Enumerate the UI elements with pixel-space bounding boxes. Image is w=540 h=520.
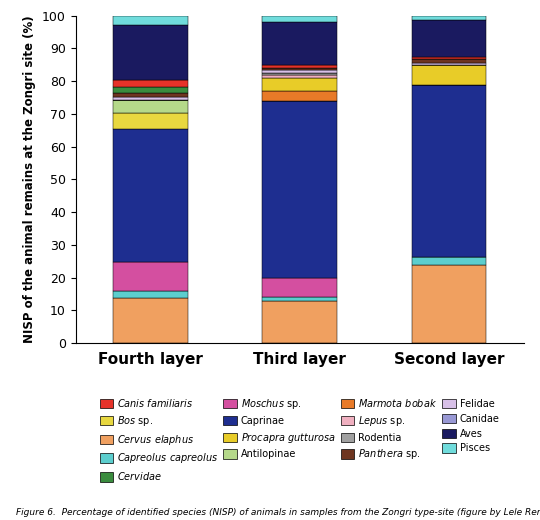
Text: Figure 6.  Percentage of identified species (NISP) of animals in samples from th: Figure 6. Percentage of identified speci… xyxy=(16,509,540,517)
Bar xyxy=(262,64,337,68)
Bar xyxy=(262,91,337,101)
Legend: $\it{Canis\ familiaris}$, $\it{Bos}$ sp., $\it{Cervus\ elaphus}$, $\it{Capreolus: $\it{Canis\ familiaris}$, $\it{Bos}$ sp.… xyxy=(97,394,503,485)
Bar xyxy=(411,63,487,64)
Bar xyxy=(113,16,188,25)
Bar xyxy=(262,278,337,297)
Bar xyxy=(113,113,188,129)
Bar xyxy=(113,97,188,100)
Bar xyxy=(411,64,487,85)
Bar xyxy=(411,85,487,257)
Bar xyxy=(113,25,188,81)
Bar xyxy=(113,262,188,291)
Bar xyxy=(262,101,337,278)
Bar xyxy=(262,78,337,91)
Bar xyxy=(113,87,188,94)
Bar xyxy=(411,57,487,59)
Bar xyxy=(113,298,188,343)
Bar xyxy=(113,94,188,97)
Bar xyxy=(411,59,487,63)
Bar xyxy=(113,129,188,262)
Bar xyxy=(113,81,188,87)
Bar xyxy=(262,301,337,343)
Bar xyxy=(113,291,188,298)
Bar xyxy=(411,265,487,343)
Bar xyxy=(262,16,337,22)
Y-axis label: NISP of the animal remains at the Zongri site (%): NISP of the animal remains at the Zongri… xyxy=(23,16,36,343)
Bar xyxy=(262,22,337,64)
Bar xyxy=(113,100,188,113)
Bar xyxy=(262,70,337,73)
Bar xyxy=(262,297,337,301)
Bar xyxy=(411,257,487,265)
Bar xyxy=(411,20,487,57)
Bar xyxy=(262,68,337,70)
Bar xyxy=(262,74,337,78)
Bar xyxy=(411,16,487,20)
Bar xyxy=(262,73,337,74)
